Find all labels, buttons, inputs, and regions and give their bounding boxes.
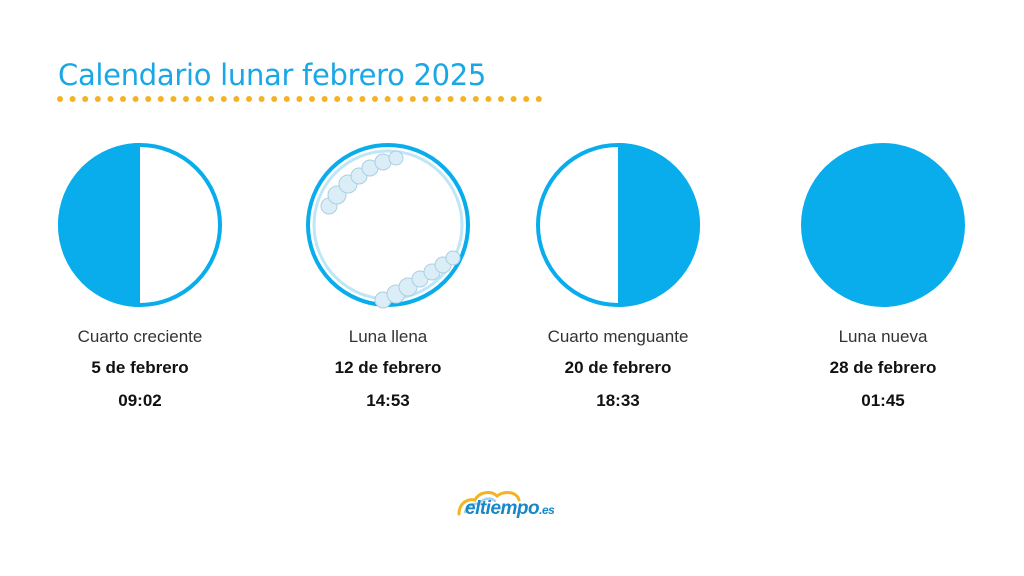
underline-dot xyxy=(132,96,139,102)
underline-dot xyxy=(334,96,341,102)
underline-dot xyxy=(271,96,278,102)
phase-name: Luna nueva xyxy=(838,327,928,346)
logo-name: eltiempo xyxy=(465,498,540,519)
underline-dot xyxy=(69,96,76,102)
underline-dot xyxy=(409,96,416,102)
moon-phase-new: Luna nueva 28 de febrero 01:45 xyxy=(763,140,1003,411)
underline-dot xyxy=(195,96,202,102)
underline-dot xyxy=(472,96,479,102)
new-moon-icon xyxy=(801,143,965,307)
underline-dot xyxy=(309,96,315,102)
cloud-logo-icon xyxy=(457,491,521,516)
underline-dot xyxy=(246,96,252,102)
logo-text: eltiempo.es xyxy=(465,498,555,520)
underline-dot xyxy=(94,96,101,102)
phase-date: 12 de febrero xyxy=(334,358,442,377)
underline-dot xyxy=(422,96,429,102)
underline-dot xyxy=(359,96,366,102)
last-quarter-moon-icon xyxy=(536,143,700,307)
eltiempo-logo: eltiempo.es xyxy=(455,488,575,528)
underline-dot xyxy=(485,96,492,102)
underline-dot xyxy=(346,96,353,102)
underline-dot xyxy=(183,96,189,102)
underline-dot xyxy=(82,96,89,102)
underline-dot xyxy=(233,96,240,102)
underline-dot xyxy=(372,96,378,102)
underline-dot xyxy=(535,96,542,102)
phase-name: Luna llena xyxy=(348,327,428,346)
phase-time: 14:53 xyxy=(366,391,410,410)
underline-dot xyxy=(220,96,227,102)
phase-date: 20 de febrero xyxy=(564,358,672,377)
phase-name: Cuarto creciente xyxy=(77,327,203,346)
phase-name: Cuarto menguante xyxy=(547,327,689,346)
underline-dot xyxy=(296,96,303,102)
moon-phase-last-quarter: Cuarto menguante 20 de febrero 18:33 xyxy=(498,140,738,411)
underline-dot xyxy=(120,96,126,102)
phase-time: 09:02 xyxy=(118,391,162,410)
phase-date: 5 de febrero xyxy=(91,358,189,377)
underline-dot xyxy=(283,96,290,102)
dotted-underline xyxy=(57,96,542,102)
phase-time: 18:33 xyxy=(596,391,640,410)
underline-dot xyxy=(498,96,504,102)
underline-dot xyxy=(157,96,164,102)
underline-dot xyxy=(145,96,152,102)
full-moon-icon xyxy=(306,143,470,309)
underline-dot xyxy=(384,96,391,102)
underline-dot xyxy=(510,96,517,102)
underline-dot xyxy=(321,96,328,102)
underline-dot xyxy=(397,96,404,102)
underline-dot xyxy=(208,96,215,102)
phase-time: 01:45 xyxy=(861,391,905,410)
moon-phase-first-quarter: Cuarto creciente 5 de febrero 09:02 xyxy=(20,140,260,411)
logo-suffix: .es xyxy=(539,503,555,517)
underline-dot xyxy=(435,96,441,102)
underline-dot xyxy=(107,96,114,102)
underline-dot xyxy=(57,96,63,102)
first-quarter-moon-icon xyxy=(58,143,222,307)
underline-dot xyxy=(523,96,530,102)
underline-dot xyxy=(258,96,265,102)
moon-phase-full: Luna llena 12 de febrero 14:53 xyxy=(268,140,508,411)
phase-date: 28 de febrero xyxy=(829,358,937,377)
page-title: Calendario lunar febrero 2025 xyxy=(58,58,487,92)
underline-dot xyxy=(447,96,454,102)
underline-dot xyxy=(170,96,177,102)
underline-dot xyxy=(460,96,467,102)
